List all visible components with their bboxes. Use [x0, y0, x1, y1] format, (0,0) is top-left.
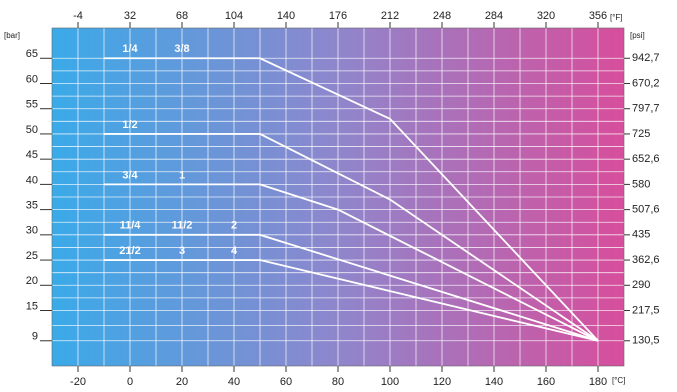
size-label: 21/2: [119, 245, 140, 257]
x2-tick-label: 320: [537, 10, 555, 22]
x-tick-label: 0: [127, 376, 133, 388]
y2-tick-label: 290: [632, 279, 650, 291]
y2-tick-label: 670,2: [632, 77, 660, 89]
y-tick-label: 20: [26, 275, 38, 287]
plot-frame: [51, 27, 625, 367]
x-tick-label: 20: [176, 376, 188, 388]
size-label: 2: [231, 220, 237, 232]
y2-tick-label: 580: [632, 178, 650, 190]
size-label: 1/4: [122, 43, 138, 55]
x-unit: [°C]: [612, 376, 625, 385]
y2-tick-label: 652,6: [632, 153, 660, 165]
y2-tick-label: 942,7: [632, 52, 660, 64]
x-tick-label: 100: [381, 376, 399, 388]
y-tick-label: 35: [26, 200, 38, 212]
x-tick-label: 140: [485, 376, 503, 388]
y-tick-label: 25: [26, 250, 38, 262]
y-tick-label: 40: [26, 174, 38, 186]
pressure-line: [104, 183, 599, 342]
size-label: 1/2: [122, 119, 137, 131]
x2-tick-label: 176: [329, 10, 347, 22]
x-tick-label: 180: [589, 376, 607, 388]
x2-unit: [°F]: [610, 13, 623, 22]
x-tick-label: 120: [433, 376, 451, 388]
y-tick-label: 60: [26, 73, 38, 85]
y2-tick-label: 725: [632, 128, 650, 140]
x2-tick-label: 68: [176, 10, 188, 22]
y2-tick-label: 435: [632, 229, 650, 241]
size-label: 3/4: [122, 169, 138, 181]
x2-tick-label: 140: [277, 10, 295, 22]
size-label: 11/2: [172, 220, 193, 232]
y2-tick-label: 217,5: [632, 304, 660, 316]
size-label: 3: [179, 245, 185, 257]
y-tick-label: 30: [26, 225, 38, 237]
x2-tick-label: 32: [124, 10, 136, 22]
x-tick-label: 40: [228, 376, 240, 388]
y2-tick-label: 130,5: [632, 335, 660, 347]
x2-tick-label: 104: [225, 10, 243, 22]
x2-tick-label: 212: [381, 10, 399, 22]
size-label: 4: [231, 245, 238, 257]
x2-tick-label: 284: [485, 10, 503, 22]
y-tick-label: 45: [26, 149, 38, 161]
pressure-line: [104, 133, 599, 342]
pressure-line: [104, 57, 599, 342]
y-tick-label: 9: [32, 331, 38, 343]
y-tick-label: 55: [26, 99, 38, 111]
y2-tick-label: 362,6: [632, 254, 660, 266]
x2-tick-label: 248: [433, 10, 451, 22]
pressure-line: [104, 233, 599, 342]
y2-tick-label: 507,6: [632, 204, 660, 216]
x2-tick-label: 356: [589, 10, 607, 22]
x-tick-label: 60: [280, 376, 292, 388]
y-unit: [bar]: [4, 31, 20, 40]
y-tick-label: 50: [26, 124, 38, 136]
y2-unit: [psi]: [630, 31, 645, 40]
x2-tick-label: -4: [73, 10, 83, 22]
pressure-line: [104, 259, 599, 342]
x-tick-label: -20: [70, 376, 86, 388]
y-tick-label: 15: [26, 300, 38, 312]
y2-tick-label: 797,7: [632, 103, 660, 115]
y-tick-label: 65: [26, 48, 38, 60]
x-tick-label: 80: [332, 376, 344, 388]
size-label: 3/8: [174, 43, 189, 55]
x-tick-label: 160: [537, 376, 555, 388]
size-label: 11/4: [120, 220, 142, 232]
size-label: 1: [179, 169, 185, 181]
